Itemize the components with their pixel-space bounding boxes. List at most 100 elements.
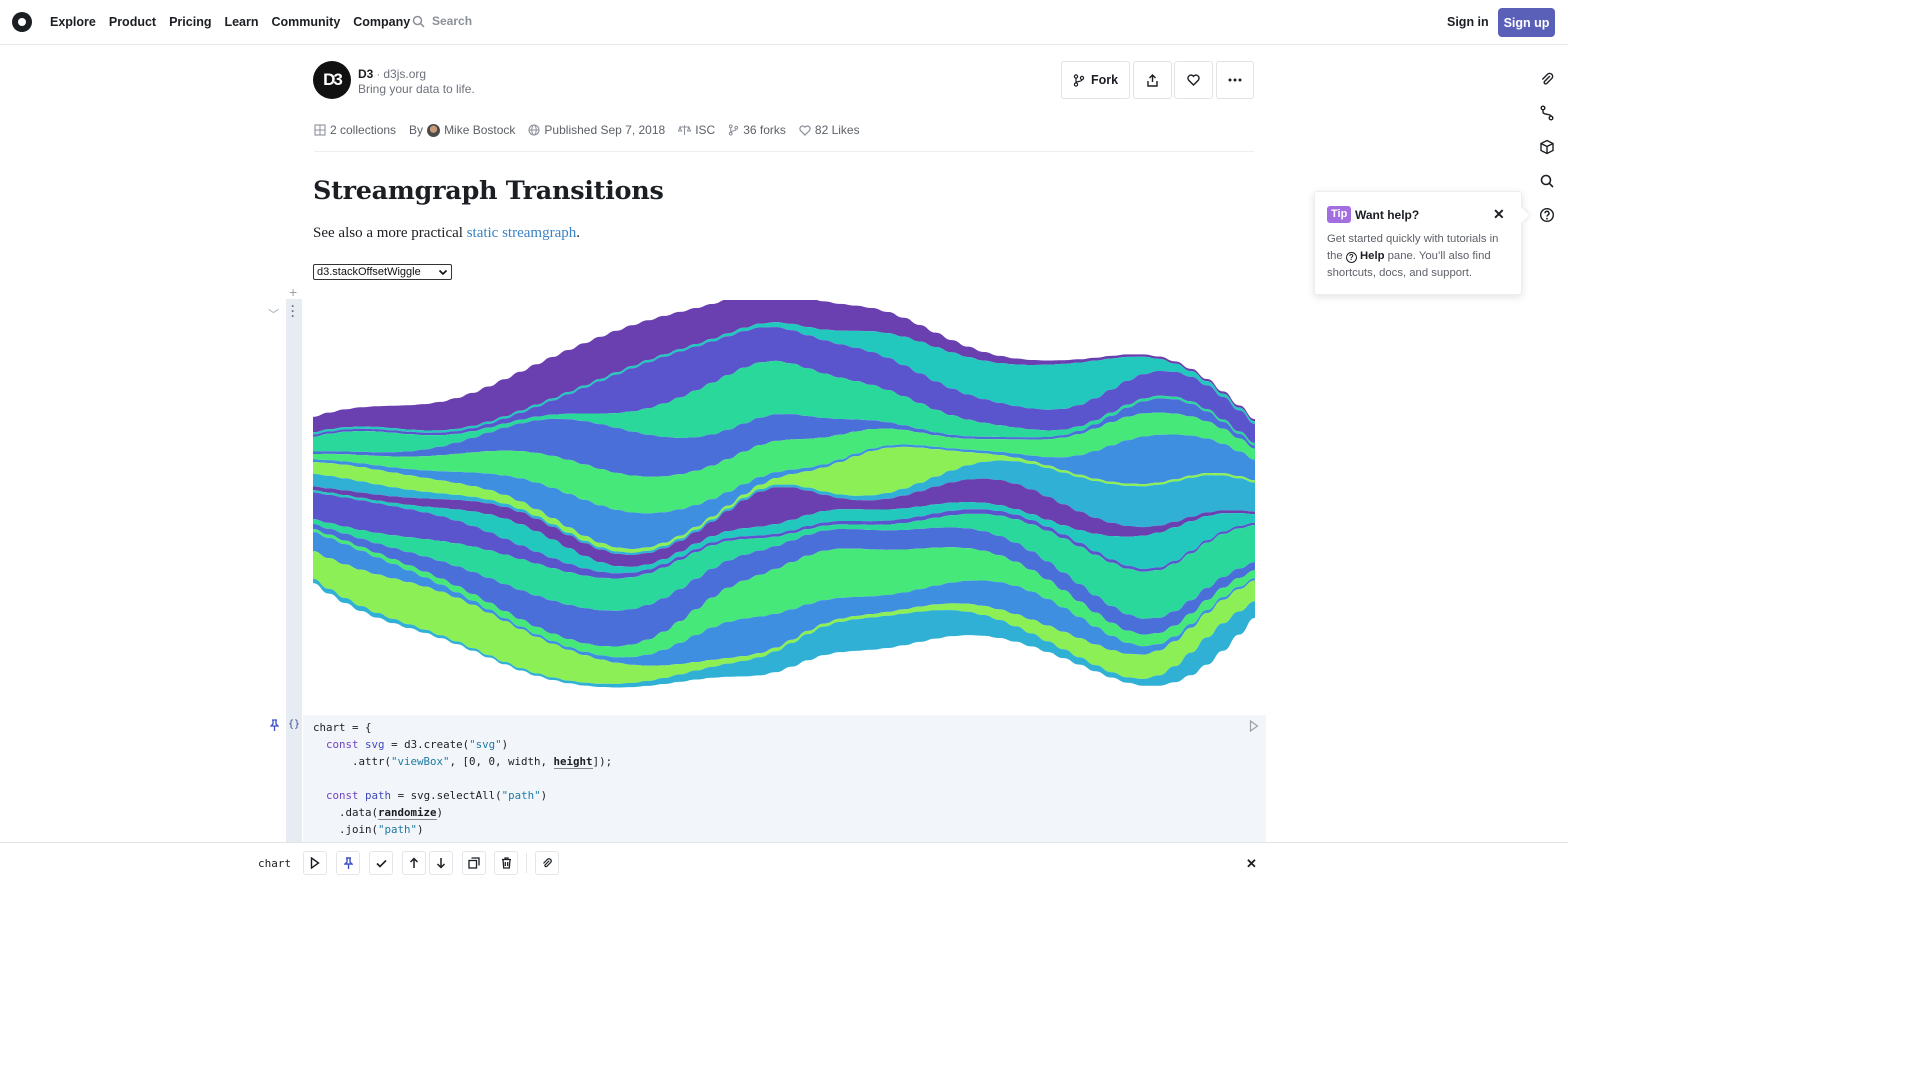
- delete-button[interactable]: [494, 851, 518, 875]
- share-button[interactable]: [1133, 61, 1172, 99]
- owner-avatar[interactable]: D3: [313, 61, 351, 99]
- help-icon[interactable]: [1539, 207, 1555, 223]
- top-navbar: Explore Product Pricing Learn Community …: [0, 0, 1568, 45]
- cell-menu-icon[interactable]: · · ·: [291, 299, 295, 323]
- author-link[interactable]: By Mike Bostock: [409, 123, 515, 137]
- likes-link[interactable]: 82 Likes: [799, 123, 860, 137]
- close-icon[interactable]: ✕: [1246, 856, 1257, 871]
- notebook-meta: 2 collections By Mike Bostock Published …: [314, 123, 873, 137]
- tip-body-end: pane. You’ll also find shortcuts, docs, …: [1327, 250, 1491, 279]
- close-icon[interactable]: ✕: [1493, 206, 1505, 222]
- collections-link[interactable]: 2 collections: [314, 123, 396, 137]
- help-circle-icon: ?: [1345, 252, 1357, 263]
- more-icon: [1228, 78, 1242, 82]
- offset-select[interactable]: d3.stackOffsetWiggle: [313, 264, 452, 280]
- stream-layer: [313, 523, 1255, 647]
- pin-icon[interactable]: [269, 719, 280, 734]
- collections-icon: [314, 124, 326, 136]
- arrow-up-icon: [409, 857, 419, 868]
- sign-in-link[interactable]: Sign in: [1447, 15, 1489, 29]
- like-button[interactable]: [1174, 61, 1213, 99]
- owner-site[interactable]: d3js.org: [383, 67, 427, 81]
- license-text: ISC: [695, 123, 716, 137]
- stream-layer: [313, 529, 1255, 658]
- stream-layer: [313, 322, 1255, 435]
- nav-company[interactable]: Company: [353, 15, 411, 29]
- owner-name[interactable]: D3: [358, 67, 374, 81]
- notebook-title: Streamgraph Transitions: [313, 176, 664, 206]
- heart-icon: [799, 124, 811, 136]
- add-cell-icon[interactable]: +: [289, 284, 298, 300]
- more-button[interactable]: [1216, 61, 1254, 99]
- by-label: By: [409, 123, 424, 137]
- author-name: Mike Bostock: [444, 123, 516, 137]
- code-editor[interactable]: chart = { const svg = d3.create("svg") .…: [313, 721, 613, 836]
- help-tip-popover: Tip Want help? ✕ Get started quickly wit…: [1314, 191, 1522, 295]
- collections-count: 2 collections: [330, 123, 397, 137]
- nav-community[interactable]: Community: [271, 15, 341, 29]
- stream-layer: [313, 551, 1255, 684]
- duplicate-button[interactable]: [462, 851, 486, 875]
- published-text: Published Sep 7, 2018: [544, 123, 666, 137]
- likes-count: 82 Likes: [814, 123, 860, 137]
- offset-select-value: d3.stackOffsetWiggle: [317, 266, 421, 278]
- braces-icon: {}: [288, 719, 301, 730]
- code-cell[interactable]: [303, 715, 1266, 842]
- fork-icon: [1073, 73, 1085, 87]
- branch-icon[interactable]: [1539, 105, 1555, 121]
- stream-layer: [313, 492, 1255, 579]
- paperclip-icon[interactable]: [1539, 71, 1555, 87]
- nav-learn[interactable]: Learn: [224, 15, 259, 29]
- play-icon: [310, 857, 320, 869]
- static-streamgraph-link[interactable]: static streamgraph: [466, 225, 577, 241]
- collapse-chevron-icon[interactable]: ﹀: [268, 309, 279, 321]
- search-placeholder: Search: [432, 14, 473, 28]
- toolbar-divider: [526, 853, 527, 873]
- run-button[interactable]: [303, 851, 327, 875]
- cell-name-label: chart: [258, 857, 292, 870]
- stream-layer: [313, 532, 1255, 666]
- pin-button[interactable]: [336, 851, 360, 875]
- search-box[interactable]: Search: [412, 14, 472, 28]
- check-icon: [375, 859, 387, 868]
- stream-layer: [313, 460, 1255, 556]
- forks-link[interactable]: 36 forks: [728, 123, 786, 137]
- package-icon[interactable]: [1539, 139, 1555, 155]
- cell-toolbar: chart ✕: [0, 842, 1568, 882]
- tip-badge: Tip: [1327, 206, 1352, 223]
- arrow-down-icon: [436, 858, 446, 869]
- stream-layer: [313, 300, 1255, 433]
- move-down-button[interactable]: [429, 851, 453, 875]
- description-prefix: See also a more practical: [313, 225, 467, 241]
- stream-layer: [313, 490, 1255, 574]
- nav-pricing[interactable]: Pricing: [169, 15, 212, 29]
- nav-product[interactable]: Product: [108, 15, 157, 29]
- attach-button[interactable]: [535, 851, 559, 875]
- cell-focus-bar: [286, 299, 302, 842]
- fork-button[interactable]: Fork: [1061, 61, 1130, 99]
- owner-tagline: Bring your data to life.: [358, 82, 475, 96]
- paperclip-icon: [543, 858, 552, 868]
- nav-explore[interactable]: Explore: [50, 15, 96, 29]
- fork-icon: [729, 124, 739, 136]
- author-avatar: [427, 123, 441, 137]
- license-link[interactable]: ISC: [678, 123, 715, 137]
- chevron-down-icon: [438, 269, 448, 276]
- stream-layer: [313, 398, 1255, 477]
- tip-body: Get started quickly with tutorials in th…: [1327, 231, 1511, 282]
- observable-logo-icon[interactable]: [12, 12, 32, 32]
- run-cell-icon[interactable]: [1249, 720, 1259, 732]
- heart-icon: [1187, 74, 1200, 86]
- search-icon[interactable]: [1539, 173, 1555, 189]
- search-icon: [412, 15, 425, 28]
- stream-layer: [313, 513, 1255, 619]
- stream-layer: [313, 360, 1255, 453]
- trash-icon: [501, 857, 511, 869]
- move-up-button[interactable]: [402, 851, 426, 875]
- sign-up-button[interactable]: Sign up: [1498, 8, 1555, 37]
- owner-separator: ·: [376, 67, 381, 81]
- check-button[interactable]: [369, 851, 393, 875]
- tip-title: Want help?: [1355, 208, 1420, 222]
- stream-layer: [313, 434, 1255, 550]
- header-divider: [314, 151, 1254, 152]
